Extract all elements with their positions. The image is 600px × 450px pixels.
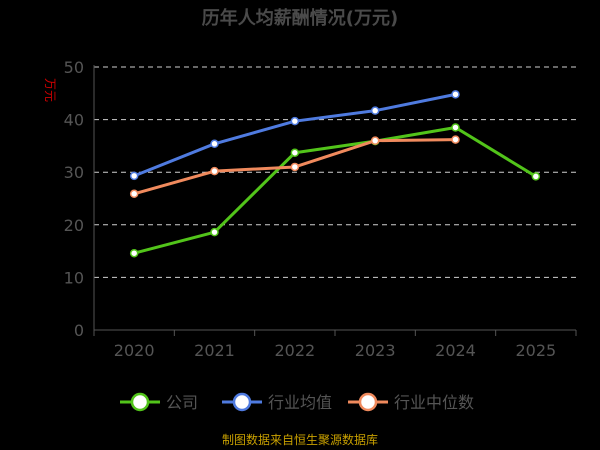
data-point (210, 166, 219, 176)
legend-item-1[interactable]: 行业均值 (222, 392, 332, 412)
y-tick-label: 30 (64, 163, 84, 182)
legend-marker (130, 392, 150, 412)
legend-marker (232, 392, 252, 412)
data-point (210, 139, 219, 149)
y-axis-unit: 万元 (43, 78, 57, 102)
data-point (129, 171, 139, 181)
x-tick-label: 2022 (274, 341, 315, 360)
series-lines (129, 90, 541, 258)
data-point (451, 123, 460, 132)
data-point (370, 106, 380, 115)
legend-label: 公司 (166, 393, 198, 412)
y-tick-label: 40 (64, 111, 84, 130)
data-point (290, 116, 300, 126)
y-tick-label: 20 (64, 216, 84, 235)
legend-label: 行业均值 (268, 393, 332, 412)
chart-title: 历年人均薪酬情况(万元) (202, 7, 398, 29)
data-source-note: 制图数据来自恒生聚源数据库 (222, 432, 378, 447)
series-line (133, 125, 537, 255)
axes: 0 10 20 30 40 50 2020 2021 2022 2023 2024 2025 (64, 58, 577, 360)
legend-label: 行业中位数 (394, 393, 474, 412)
series-0 (129, 123, 541, 258)
y-tick-label: 0 (74, 321, 84, 340)
series-1 (129, 90, 460, 181)
data-point (129, 189, 139, 199)
x-tick-label: 2021 (194, 341, 235, 360)
data-point (370, 136, 380, 145)
series-2 (129, 135, 460, 199)
y-tick-label: 10 (64, 268, 84, 287)
x-tick-label: 2025 (515, 341, 556, 360)
x-tick-label: 2024 (435, 341, 476, 360)
data-point (451, 135, 460, 144)
data-point (210, 227, 219, 237)
data-point (290, 148, 300, 157)
x-tick-label: 2023 (355, 341, 396, 360)
data-point (290, 162, 300, 172)
data-point (129, 248, 139, 258)
legend: 公司 行业均值 行业中位数 (120, 392, 474, 412)
x-tick-label: 2020 (114, 341, 155, 360)
data-point (451, 90, 460, 99)
legend-item-2[interactable]: 行业中位数 (348, 392, 474, 412)
legend-item-0[interactable]: 公司 (120, 392, 198, 412)
y-tick-label: 50 (64, 58, 84, 77)
legend-marker (358, 392, 378, 412)
data-point (531, 172, 541, 181)
